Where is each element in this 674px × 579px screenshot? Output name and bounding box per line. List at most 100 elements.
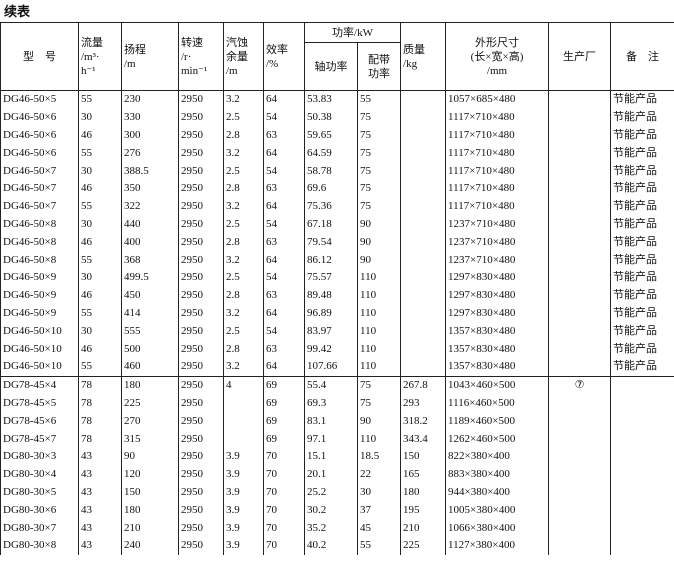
table-row: DG78-45×4 78 180 2950 4 69 55.4 75 267.8 1043×460… [0,375,674,395]
table-cell: 1117×710×480 [445,179,550,198]
table-row: DG46-50×5 55 230 2950 3.2 64 53.83 55 1057×685×4… [0,90,674,109]
table-cell: 2.5 [223,268,264,287]
table-cell: 节能产品 [610,108,674,127]
table-cell: 97.1 [304,430,358,448]
table-cell: 3.9 [223,447,264,466]
table-cell: 45 [356,519,402,537]
header-cell: 功率/kW [303,22,402,43]
table-cell [548,519,612,537]
table-cell: 225 [121,394,179,413]
table-cell [548,197,612,216]
table-cell: 2950 [178,447,224,466]
table-cell: 450 [121,286,179,305]
table-row: DG46-50×8 55 368 2950 3.2 64 86.12 90 1237×710×4… [0,251,674,269]
header-cell: 质量 /kg [400,22,447,91]
table-cell: 2950 [178,375,224,395]
table-cell: 3.9 [223,536,264,555]
table-cell: 210 [400,519,447,537]
table-cell: 1237×710×480 [445,251,550,269]
table-row: DG46-50×10 30 555 2950 2.5 54 83.97 110 1357×830… [0,322,674,341]
table-cell: 64.59 [304,144,358,163]
table-cell: 2.8 [223,286,264,305]
table-cell: 40.2 [304,536,358,555]
table-cell: 54 [263,322,305,341]
table-cell: 555 [121,322,179,341]
table-cell: 3.2 [223,251,264,269]
table-cell: 2950 [178,322,224,341]
table-cell: 293 [400,394,447,413]
header-cell: 配带 功率 [356,42,402,91]
table-cell: 46 [78,233,122,252]
table-cell: 75 [356,162,402,180]
table-cell [400,108,447,127]
table-cell: DG46-50×8 [0,233,79,252]
table-cell: 69 [263,412,305,431]
table-cell: 3.2 [223,304,264,323]
table-cell: 210 [121,519,179,537]
table-cell: 55 [78,251,122,269]
table-cell: 75 [356,126,402,145]
table-cell: 2950 [178,179,224,198]
table-cell: 1357×830×480 [445,357,550,377]
table-cell: 2.8 [223,179,264,198]
table-cell [548,447,612,466]
table-cell: DG78-45×6 [0,412,79,431]
table-cell [548,465,612,484]
table-cell: 2950 [178,430,224,448]
table-cell: 3.2 [223,90,264,109]
table-cell: 322 [121,197,179,216]
table-cell: 2950 [178,162,224,180]
table-cell: DG78-45×5 [0,394,79,413]
table-cell: 50.38 [304,108,358,127]
table-cell: 4 [223,375,264,395]
table-cell: 1057×685×480 [445,90,550,109]
table-cell: DG80-30×6 [0,501,79,520]
table-body: DG46-50×5 55 230 2950 3.2 64 53.83 55 1057×685×4… [0,90,674,555]
table-cell: 节能产品 [610,304,674,323]
table-cell: 43 [78,465,122,484]
table-row: DG46-50×9 55 414 2950 3.2 64 96.89 110 1297×830×… [0,304,674,323]
table-cell: 2950 [178,483,224,502]
table-cell: 55 [78,304,122,323]
table-cell: 2950 [178,519,224,537]
table-cell: 64 [263,90,305,109]
table-cell: 54 [263,108,305,127]
title: 续表 [4,4,31,19]
table-row: DG46-50×6 30 330 2950 2.5 54 50.38 75 1117×710×4… [0,108,674,127]
table-cell: 267.8 [400,375,447,395]
table-cell: 270 [121,412,179,431]
table-cell: DG78-45×4 [0,375,79,395]
table-cell: 78 [78,375,122,395]
table-cell: 43 [78,519,122,537]
table-cell: 1117×710×480 [445,197,550,216]
table-cell: 25.2 [304,483,358,502]
table-cell: 107.66 [304,357,358,377]
table-cell [400,357,447,377]
table-cell: 节能产品 [610,322,674,341]
table-cell: 78 [78,394,122,413]
table-cell: 2.5 [223,108,264,127]
table-cell: 节能产品 [610,215,674,234]
table: 型 号 流量 /m³· h⁻¹ 扬程 /m 转速 /r· min⁻¹ 汽蚀 余量… [0,22,674,555]
table-cell: 110 [356,430,402,448]
table-cell [610,447,674,466]
table-cell [223,430,264,448]
table-cell: 3.2 [223,144,264,163]
table-cell: 节能产品 [610,268,674,287]
table-cell [548,108,612,127]
table-cell: 2.5 [223,162,264,180]
table-cell: 30 [78,108,122,127]
table-cell: 225 [400,536,447,555]
table-cell: 388.5 [121,162,179,180]
table-cell [548,215,612,234]
table-cell: 460 [121,357,179,377]
table-cell: 2950 [178,90,224,109]
table-cell: 75.36 [304,197,358,216]
table-cell: 22 [356,465,402,484]
table-cell: 70 [263,501,305,520]
table-cell: 944×380×400 [445,483,550,502]
table-cell: 350 [121,179,179,198]
table-cell: 500 [121,340,179,358]
table-cell: 3.2 [223,197,264,216]
